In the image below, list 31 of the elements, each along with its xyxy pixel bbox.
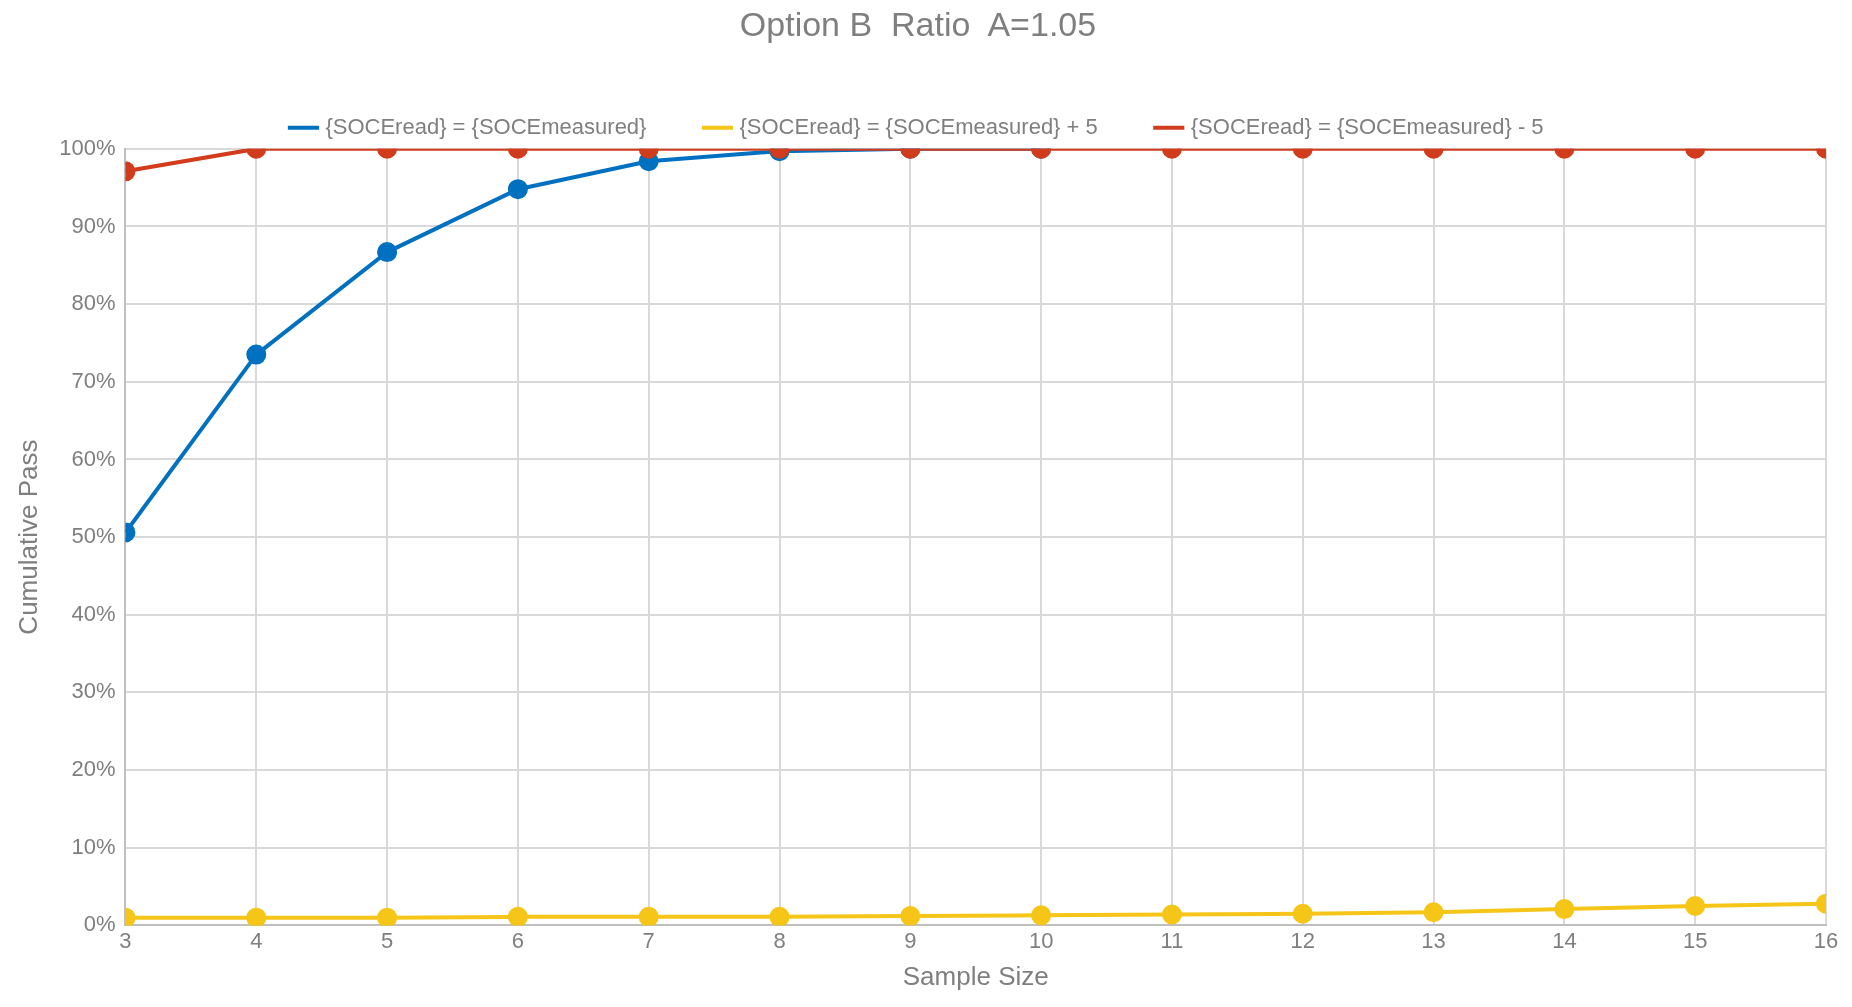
x-axis-title: Sample Size [902,960,1049,991]
x-tick-label: 6 [511,927,525,953]
y-tick-label: 0% [83,911,116,937]
y-tick-label: 80% [71,290,116,316]
legend-label: {SOCEread} = {SOCEmeasured} + 5 [739,113,1098,139]
x-tick-label: 12 [1290,927,1315,953]
x-tick-label: 4 [250,927,263,953]
y-tick-label: 60% [71,445,116,471]
x-tick-label: 8 [773,927,786,953]
x-tick-label: 16 [1813,927,1839,953]
x-tick-label: 14 [1552,927,1577,953]
x-tick-label: 13 [1421,927,1446,953]
y-tick-label: 70% [71,367,116,393]
legend-label: {SOCEread} = {SOCEmeasured} - 5 [1190,113,1544,139]
x-tick-label: 15 [1682,927,1708,953]
x-tick-label: 5 [380,927,394,953]
x-tick-label: 7 [642,927,655,953]
y-tick-label: 40% [71,600,116,626]
y-tick-label: 90% [71,212,116,238]
x-tick-label: 10 [1028,927,1054,953]
x-tick-label: 9 [904,927,917,953]
y-tick-label: 100% [59,134,116,160]
x-tick-label: 11 [1160,927,1184,953]
y-axis-title: Cumulative Pass [12,439,43,635]
chart-title: Option B Ratio A=1.05 [739,4,1097,43]
x-tick-label: 3 [119,927,132,953]
y-tick-label: 50% [71,523,116,549]
y-tick-label: 10% [71,833,116,859]
y-tick-label: 30% [71,678,116,704]
y-tick-label: 20% [71,756,116,782]
legend-label: {SOCEread} = {SOCEmeasured} [325,113,647,139]
